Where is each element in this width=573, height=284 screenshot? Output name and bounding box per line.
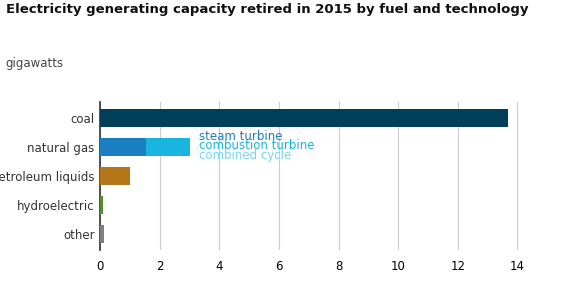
Text: combined cycle: combined cycle [199, 149, 291, 162]
Bar [100, 225, 104, 243]
Text: Electricity generating capacity retired in 2015 by fuel and technology: Electricity generating capacity retired … [6, 3, 528, 16]
Bar [100, 109, 508, 127]
Bar [100, 196, 103, 214]
Bar [100, 138, 147, 156]
Bar [100, 167, 130, 185]
Text: combustion turbine: combustion turbine [199, 139, 314, 152]
Bar [147, 138, 190, 156]
Text: steam turbine: steam turbine [199, 130, 282, 143]
Text: gigawatts: gigawatts [6, 57, 64, 70]
